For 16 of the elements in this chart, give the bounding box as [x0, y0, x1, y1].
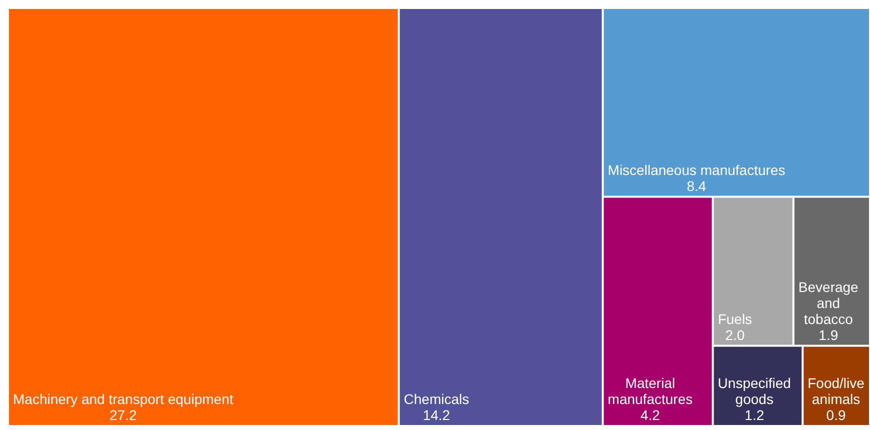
category-label: Food/live animals — [808, 375, 865, 407]
data-label: 0.9 — [826, 407, 846, 423]
category-label: Beverage and tobacco — [798, 278, 859, 327]
category-label: Machinery and transport equipment — [13, 391, 234, 407]
data-label: 1.2 — [744, 407, 764, 423]
data-label: 14.2 — [422, 407, 450, 423]
category-label: Fuels — [718, 310, 752, 327]
data-label: 27.2 — [109, 407, 137, 423]
category-label: Material manufactures — [608, 375, 693, 407]
data-label: 2.0 — [725, 326, 745, 343]
data-label: 8.4 — [686, 178, 706, 194]
category-label: Unspecified goods — [718, 375, 791, 407]
data-label: 1.9 — [818, 326, 838, 343]
category-label: Chemicals — [404, 391, 470, 407]
data-label: 4.2 — [640, 407, 660, 423]
category-label: Miscellaneous manufactures — [608, 162, 786, 178]
